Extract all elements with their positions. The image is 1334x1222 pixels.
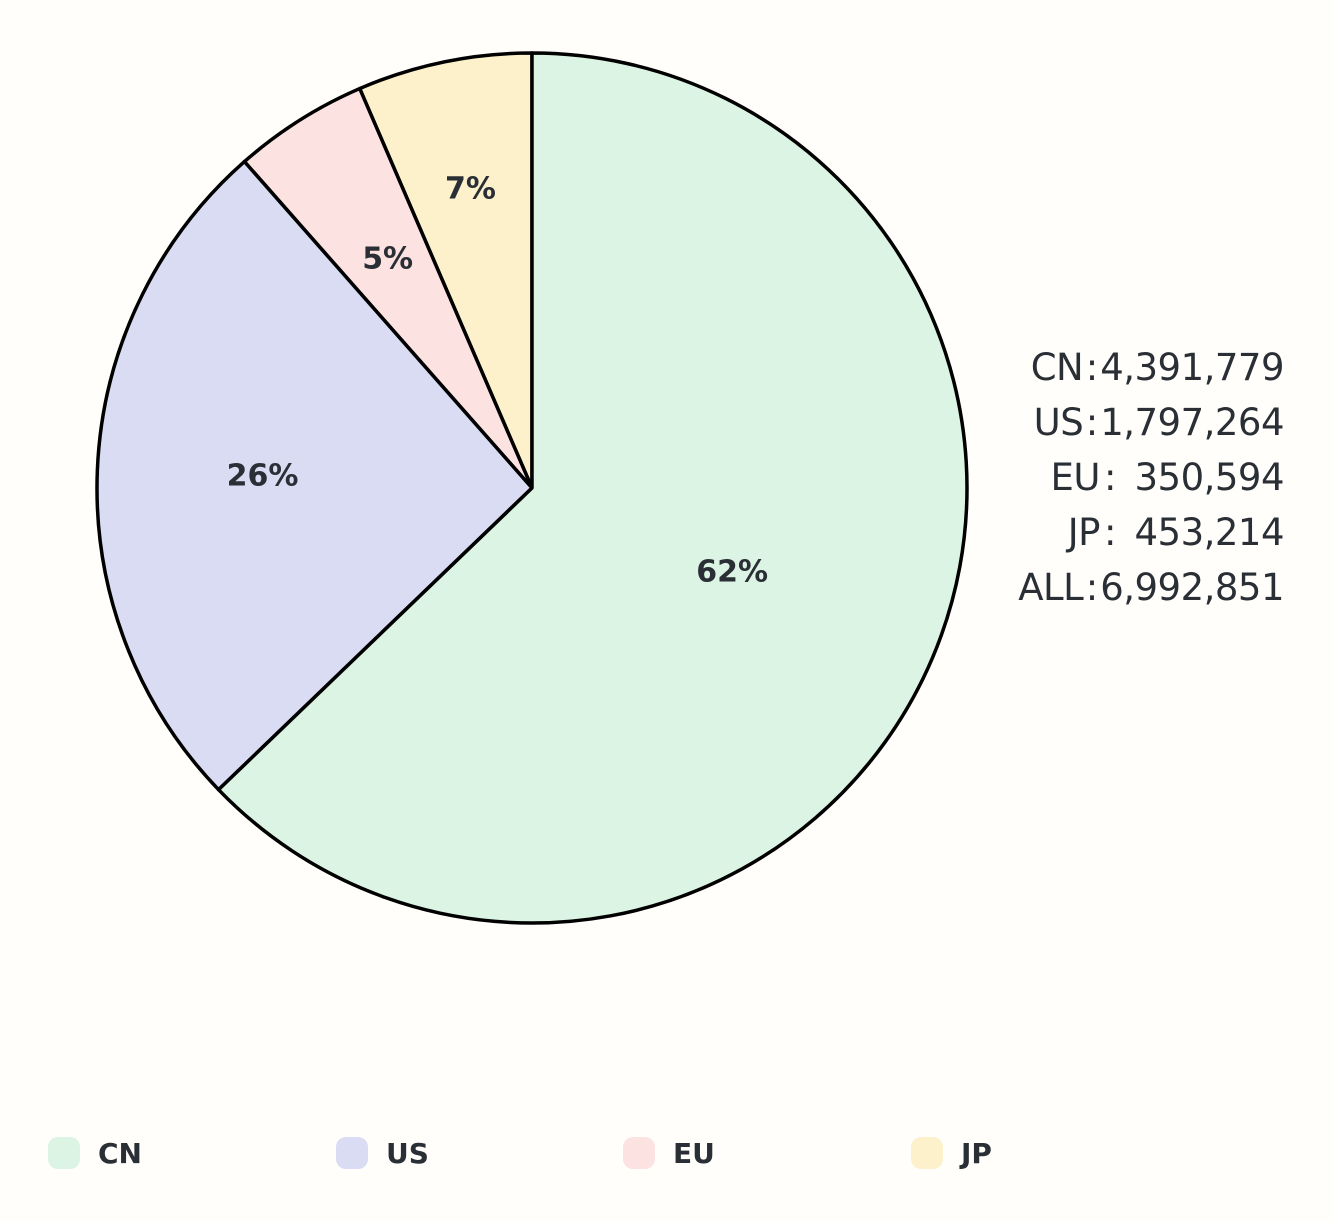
- legend-swatch: [336, 1137, 368, 1169]
- summary-row-us: US : 1,797,264: [990, 395, 1290, 450]
- summary-value: 1,797,264: [1100, 401, 1290, 444]
- summary-key: CN: [990, 346, 1083, 389]
- summary-value: 4,391,779: [1100, 346, 1290, 389]
- summary-separator: :: [1100, 456, 1120, 499]
- legend-item-eu[interactable]: EU: [623, 1133, 715, 1173]
- legend-item-us[interactable]: US: [336, 1133, 429, 1173]
- summary-separator: :: [1100, 511, 1120, 554]
- summary-key: EU: [990, 456, 1100, 499]
- summary-value: 453,214: [1120, 511, 1290, 554]
- legend-item-cn[interactable]: CN: [48, 1133, 142, 1173]
- slice-label-jp: 7%: [445, 171, 496, 206]
- legend-label: CN: [98, 1137, 142, 1170]
- slice-label-eu: 5%: [362, 242, 413, 277]
- legend-label: US: [386, 1137, 429, 1170]
- summary-separator: :: [1083, 566, 1100, 609]
- summary-key: ALL: [990, 566, 1083, 609]
- summary-value: 350,594: [1120, 456, 1290, 499]
- legend-label: EU: [673, 1137, 715, 1170]
- legend-swatch: [48, 1137, 80, 1169]
- summary-key: JP: [990, 511, 1100, 554]
- summary-separator: :: [1083, 346, 1100, 389]
- legend-item-jp[interactable]: JP: [911, 1133, 992, 1173]
- summary-row-cn: CN : 4,391,779: [990, 340, 1290, 395]
- summary-row-jp: JP : 453,214: [990, 505, 1290, 560]
- summary-panel: CN : 4,391,779 US : 1,797,264 EU : 350,5…: [990, 340, 1290, 615]
- chart-legend: CN US EU JP: [48, 1133, 1248, 1173]
- slice-label-us: 26%: [227, 458, 299, 493]
- summary-row-eu: EU : 350,594: [990, 450, 1290, 505]
- slice-label-cn: 62%: [696, 555, 768, 590]
- legend-swatch: [911, 1137, 943, 1169]
- summary-row-all: ALL : 6,992,851: [990, 560, 1290, 615]
- legend-label: JP: [961, 1137, 992, 1170]
- legend-swatch: [623, 1137, 655, 1169]
- summary-value: 6,992,851: [1100, 566, 1290, 609]
- summary-key: US: [990, 401, 1083, 444]
- summary-separator: :: [1083, 401, 1100, 444]
